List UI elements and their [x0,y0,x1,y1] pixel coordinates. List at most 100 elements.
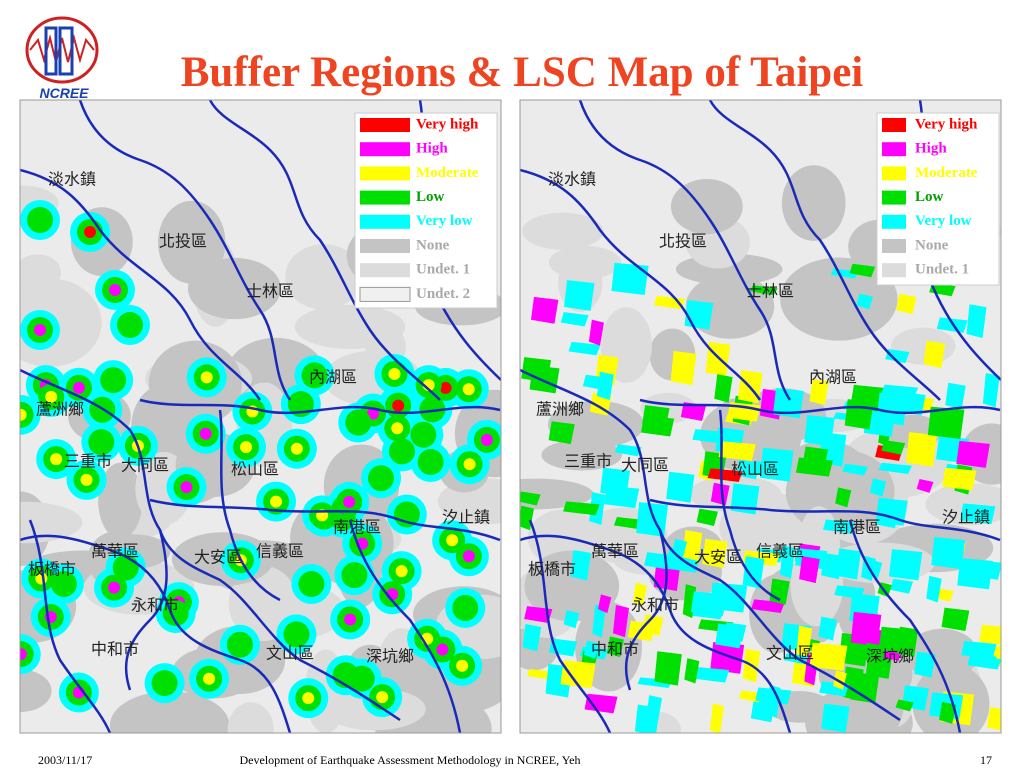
page-number: 17 [980,753,992,767]
footer-text: Development of Earthquake Assessment Met… [240,753,581,767]
buffer-core [109,284,121,296]
buffer-core [240,441,253,454]
zone [878,626,915,654]
buffer-core [352,416,365,429]
buffer-core [436,643,449,656]
zone [693,667,730,683]
zone [612,604,630,638]
zone [961,640,997,660]
zone [563,501,600,516]
legend-swatch [882,214,906,229]
place-label: 士林區 [246,282,294,301]
zone [640,415,675,437]
zone [568,341,601,356]
zone [570,550,591,581]
buffer-core [392,399,405,412]
buffer-core [424,455,437,468]
zone [702,538,728,569]
terrain-area [670,179,743,235]
buffer-core [367,407,380,420]
legend-label: None [915,237,949,253]
zone [821,703,850,733]
zone [766,684,781,718]
zone [802,446,829,469]
terrain-area [227,702,274,733]
zone [707,468,743,482]
zone [751,599,785,613]
legend-label: Low [416,189,445,205]
zone [596,371,614,401]
buffer-core [199,427,212,440]
terrain-area [520,478,594,510]
zone [634,704,660,733]
terrain-area [285,244,362,310]
zone [773,387,804,419]
buffer-inner [20,641,34,668]
legend-label: High [416,141,448,157]
zone [895,699,914,712]
zone [563,610,580,629]
zone [714,374,733,403]
zone [529,365,560,394]
zone [597,594,612,614]
zone [632,582,647,606]
terrain-area [109,691,230,733]
zone [863,642,886,664]
zone [592,604,606,638]
zone [614,444,642,457]
zone [692,429,726,444]
zone [696,508,718,526]
logo-text: NCREE [39,85,89,101]
legend-label: High [915,141,947,157]
zone [849,263,876,278]
legend-swatch [360,263,410,278]
legend-swatch [882,118,906,132]
logo-wave [29,34,95,64]
place-label: 汐止鎮 [942,508,990,527]
zone [742,556,765,589]
place-label: 大安區 [694,548,742,567]
legend-swatch [882,166,906,181]
zone [779,545,796,579]
zone [939,701,957,724]
legend-label: Moderate [915,165,978,181]
place-label: 萬華區 [91,542,139,561]
slide-title: Buffer Regions & LSC Map of Taipei [181,49,864,96]
legend-swatch [360,214,410,229]
zone [584,693,618,714]
place-label: 三重市 [564,452,612,471]
buffer-core [270,495,283,508]
buffer-core [180,481,193,494]
buffer-core [80,473,93,486]
zone [736,459,760,480]
terrain-area [780,257,898,341]
buffer-core [388,367,401,380]
zone [606,636,624,658]
zone [896,293,917,315]
place-label: 信義區 [756,542,804,561]
buffer-core [308,369,321,382]
terrain-area [522,212,604,250]
buffer-core [34,214,46,226]
terrain-area [158,200,226,284]
zone [600,467,631,497]
zone [942,467,977,491]
zone [560,660,596,689]
buffer-core [305,578,318,591]
place-label: 南港區 [333,518,381,537]
zone [682,529,703,562]
zone [799,556,820,584]
buffer-core [124,319,136,331]
zone [611,262,649,296]
place-label: 內湖區 [309,368,357,387]
buffer-inner [20,401,34,428]
zone [982,373,1000,408]
zone [941,607,970,631]
place-label: 中和市 [91,640,139,659]
zone [752,461,782,478]
place-label: 淡水鎮 [548,170,596,189]
buffer-core [355,672,368,685]
place-label: 文山區 [266,644,314,663]
place-label: 深坑鄉 [866,647,914,666]
